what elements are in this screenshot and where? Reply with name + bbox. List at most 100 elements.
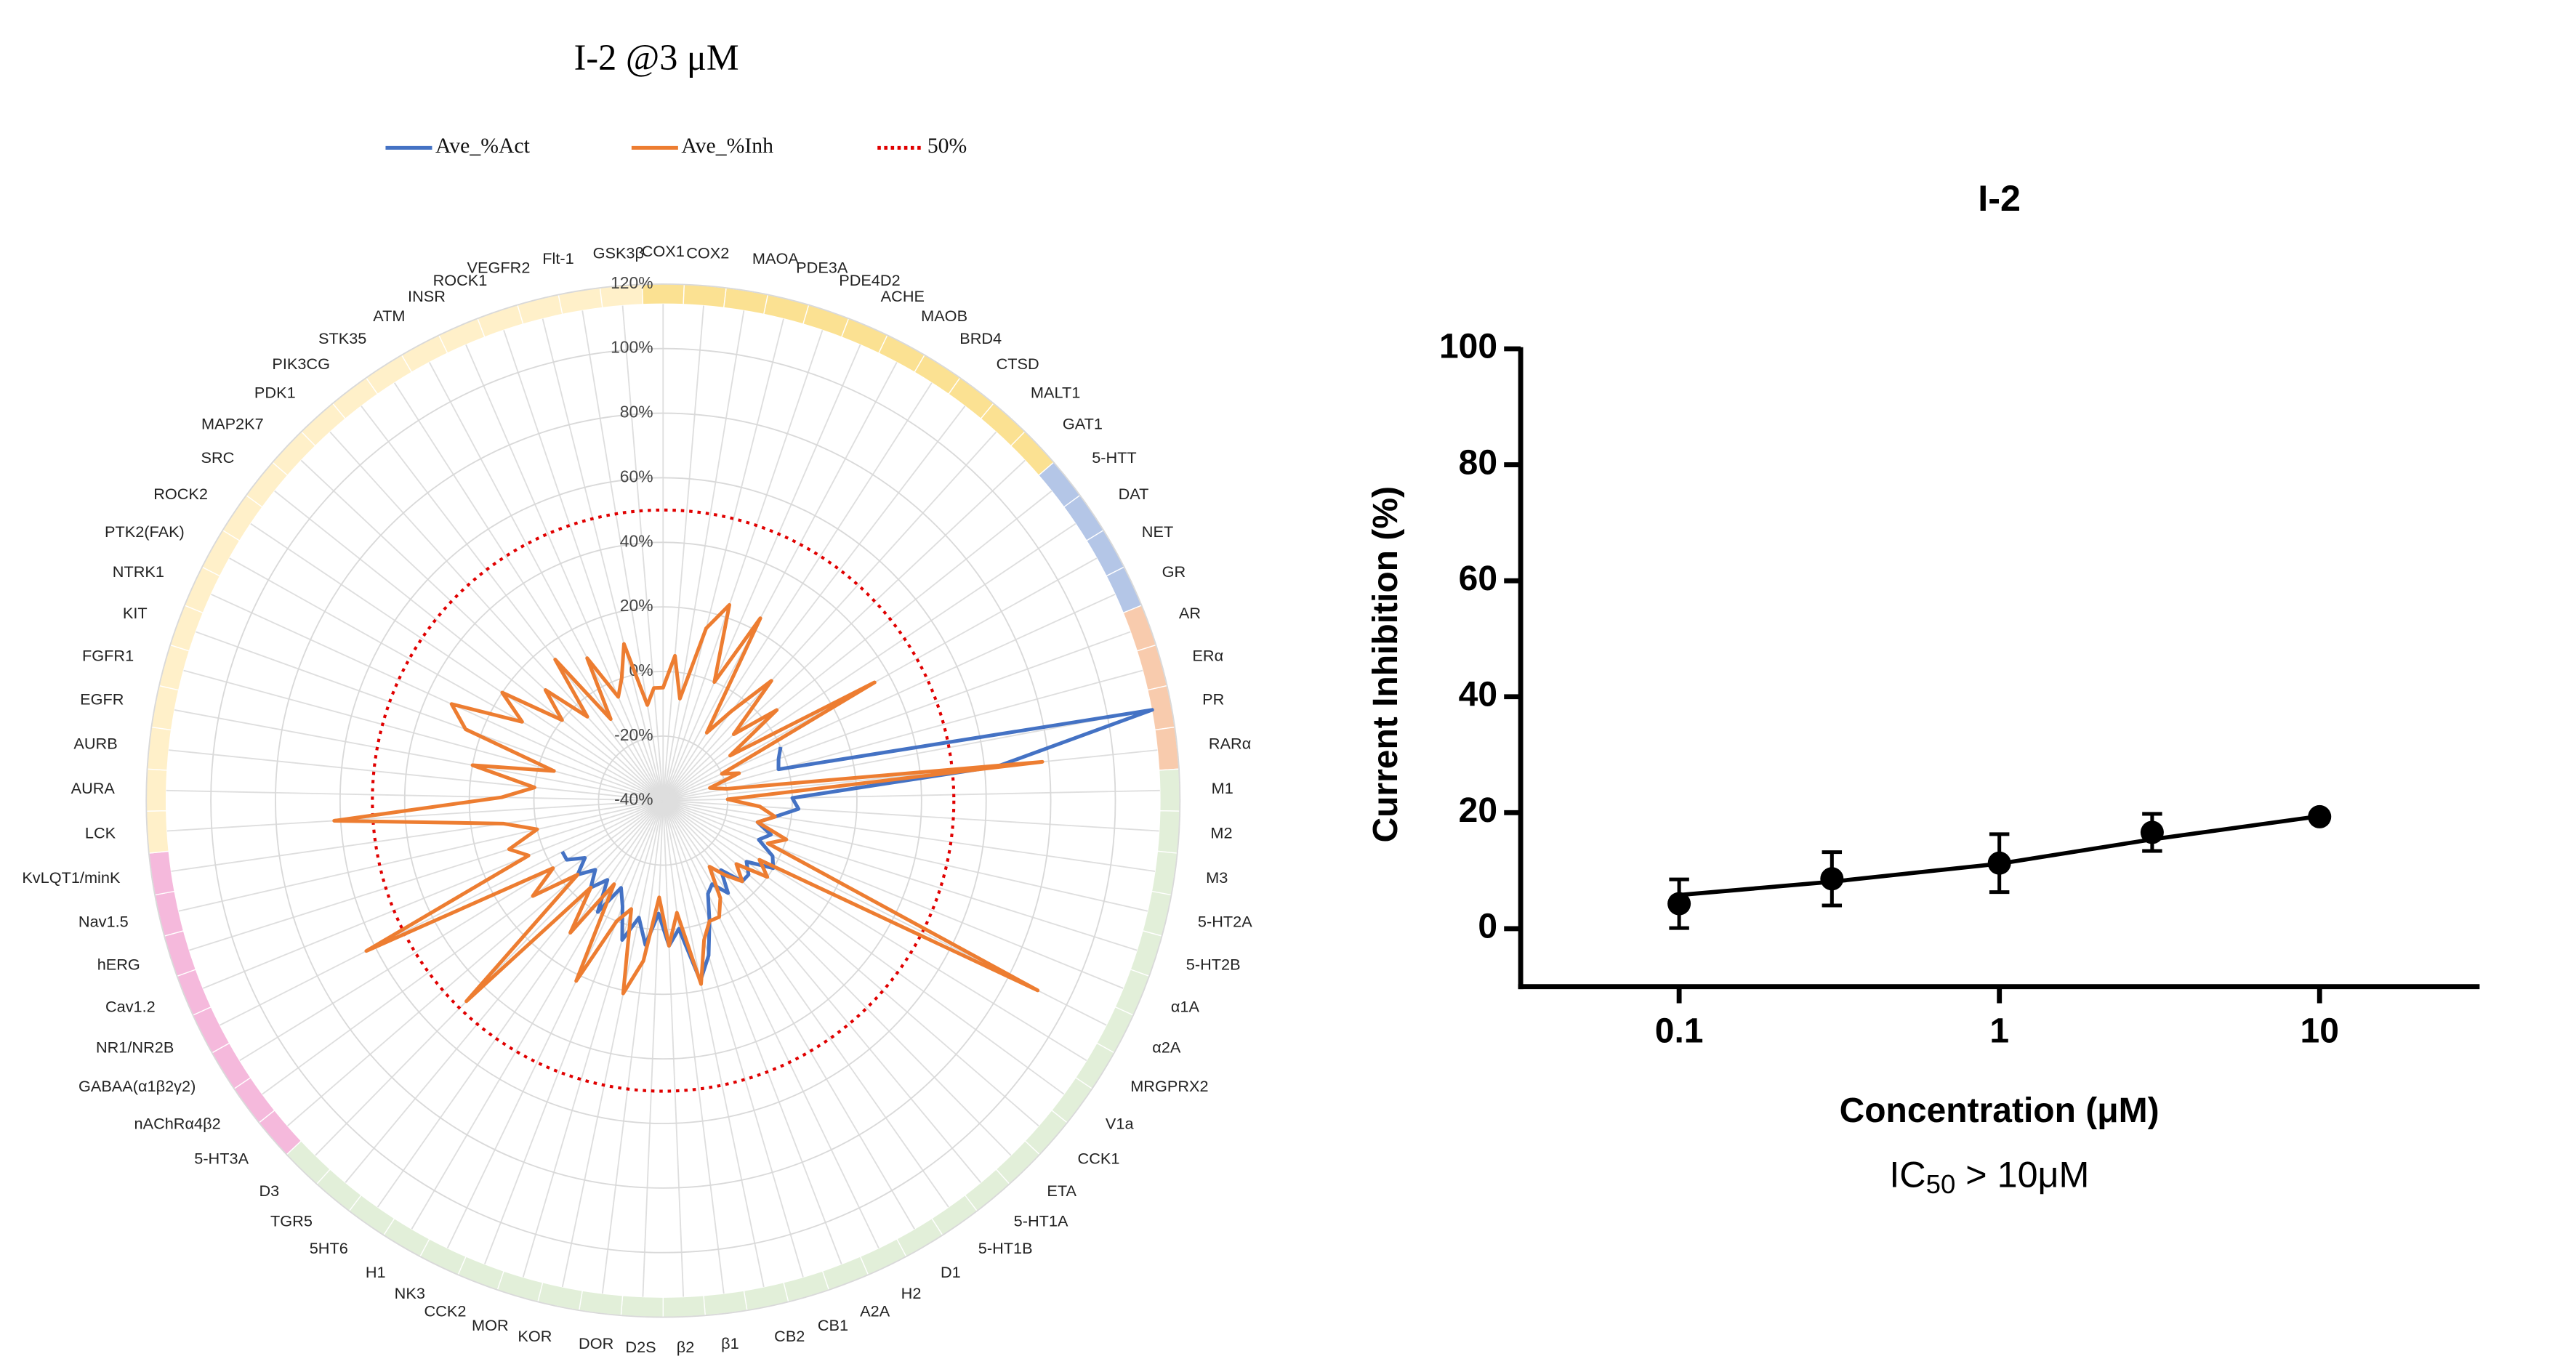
y-tick-label: 40 [1459,675,1497,714]
sector-band [438,318,486,354]
category-label: INSR [408,287,446,305]
category-label: ACHE [881,287,925,305]
spoke [345,800,664,1183]
category-label: CTSD [997,355,1039,373]
sector-band [457,1256,504,1291]
annotation-suffix: > 10μM [1955,1154,2089,1195]
y-tick-label: 20 [1459,791,1497,830]
category-label: VEGFR2 [467,259,531,277]
spoke [662,310,745,801]
spoke [662,800,982,1183]
grid-ring [210,347,1116,1254]
category-label: SRC [201,448,235,467]
legend-label: Ave_%Inh [681,134,773,158]
grid-ring [339,477,987,1124]
category-label: CCK2 [424,1302,467,1320]
category-label: MAOA [752,249,799,267]
category-label: M3 [1206,868,1228,887]
category-label: DAT [1119,485,1149,503]
spoke [662,305,704,801]
spoke [662,490,1052,802]
category-label: 5-HT1B [978,1239,1033,1257]
category-label: PDK1 [254,384,296,402]
category-label: H2 [901,1284,922,1302]
category-label: PR [1202,690,1224,709]
y-tick-label: 80 [1459,443,1497,482]
spoke [662,405,966,802]
spoke [662,799,1065,1095]
spoke [300,459,664,802]
data-point [1820,867,1844,891]
x-tick-label: 0.1 [1655,1012,1704,1050]
category-label: nAChRα4β2 [134,1114,221,1132]
sector-band [683,283,727,309]
spoke [361,405,664,802]
category-label: GABAA(α1β2γ2) [79,1077,196,1095]
grid-ring [145,283,1181,1318]
spoke [663,799,1138,951]
spoke [178,799,664,912]
spoke [581,310,664,801]
category-label: COX1 [642,242,685,260]
r-tick-label: 80% [620,403,653,421]
spoke [262,799,664,1095]
category-label: AR [1179,604,1201,622]
spoke [287,800,664,1126]
data-point [2308,804,2332,828]
category-label: RARα [1209,735,1251,753]
spoke [183,669,664,802]
sector-band [192,1006,230,1054]
spoke [662,800,725,1294]
category-label: β2 [677,1338,695,1356]
spoke [446,800,664,1248]
spoke [189,799,664,951]
spoke [662,800,685,1297]
category-label: KIT [123,604,148,622]
category-label: Flt-1 [542,249,573,267]
spoke [662,557,1098,802]
spoke [239,799,664,1062]
sector-band [1146,685,1175,731]
spoke [220,799,664,1026]
category-label: MALT1 [1031,384,1080,402]
grid-ring [275,412,1052,1189]
spoke [522,800,664,1278]
category-label: AURB [73,735,117,753]
r-tick-label: 20% [620,596,653,615]
category-label: 5-HT2A [1198,912,1252,930]
data-point [2140,820,2164,844]
spoke [662,593,1116,802]
category-label: MRGPRX2 [1130,1077,1208,1095]
spoke [662,459,1026,802]
sector-band [169,605,204,652]
spoke [662,799,1124,989]
category-label: 5-HT1A [1014,1211,1068,1230]
spoke [542,318,664,801]
category-label: ROCK2 [153,485,208,503]
category-label: NTRK1 [113,562,164,581]
sector-band [537,1281,584,1311]
spoke [196,631,664,802]
category-label: KvLQT1/minK [22,868,121,887]
category-label: V1a [1106,1114,1135,1132]
spoke [662,800,880,1248]
radar: -40%-20%0%20%40%60%80%100%120%COX1 COX2 MA… [22,134,1252,1356]
category-label: TGR5 [270,1211,313,1230]
annotation: IC50 > 10μM [1889,1154,2089,1199]
spoke [561,800,664,1288]
x-axis-label: Concentration (μM) [1840,1091,2160,1130]
legend-label: Ave_%Act [435,134,531,158]
spoke [663,749,1158,802]
spoke [601,800,664,1294]
r-tick-label: 60% [620,467,653,485]
category-label: D1 [941,1263,961,1281]
spoke [662,631,1131,802]
legend-label: 50% [927,134,967,158]
spoke [484,800,664,1264]
category-label: α2A [1152,1038,1181,1057]
spoke [393,382,664,802]
category-label: STK35 [318,329,366,347]
category-label: β1 [721,1334,739,1352]
category-label: GR [1162,562,1186,581]
